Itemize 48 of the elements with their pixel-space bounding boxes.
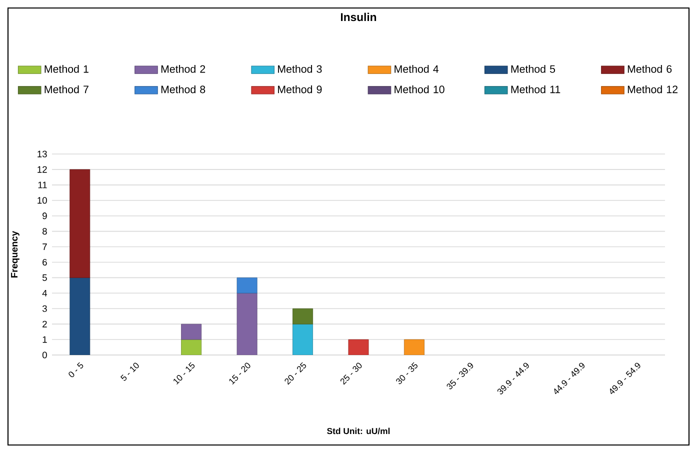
y-tick-label: 8 xyxy=(42,228,47,235)
legend-label: Method 6 xyxy=(628,64,672,73)
x-tick-label: 10 - 15 xyxy=(174,362,195,385)
x-tick-label: 15 - 20 xyxy=(229,362,250,385)
bar xyxy=(236,277,258,294)
y-tick-label: 13 xyxy=(38,150,47,158)
legend-label: Method 8 xyxy=(161,85,206,94)
y-axis-title: Frequency xyxy=(11,230,20,278)
bar xyxy=(70,169,90,278)
x-tick-label: 39.9 - 44.9 xyxy=(497,362,529,394)
legend-label: Method 4 xyxy=(394,64,439,73)
bar xyxy=(181,324,202,340)
legend-label: Method 7 xyxy=(44,85,88,94)
legend-label: Method 2 xyxy=(161,64,206,73)
x-tick-label: 30 - 35 xyxy=(396,362,418,384)
legend-label: Method 1 xyxy=(44,64,88,73)
y-tick-label: 0 xyxy=(42,352,47,358)
y-tick-label: 10 xyxy=(38,197,47,204)
x-axis-title: Std Unit: uU/ml xyxy=(327,428,390,434)
legend-label: Method 9 xyxy=(278,85,322,94)
bar xyxy=(348,339,369,355)
bar xyxy=(181,339,202,355)
y-tick-label: 11 xyxy=(38,182,47,188)
y-tick-label: 7 xyxy=(42,244,47,250)
bar xyxy=(292,308,314,324)
x-tick-label: 25 - 30 xyxy=(340,362,362,385)
x-tick-label: 49.9 - 54.9 xyxy=(610,362,640,394)
bar xyxy=(292,324,314,355)
x-tick-label: 0 - 5 xyxy=(68,362,84,378)
legend-label: Method 3 xyxy=(278,64,322,73)
y-tick-label: 9 xyxy=(42,212,47,220)
y-tick-label: 3 xyxy=(42,305,47,312)
x-tick-label: 44.9 - 49.9 xyxy=(554,362,585,394)
legend-label: Method 5 xyxy=(511,64,556,73)
y-tick-label: 2 xyxy=(42,320,47,328)
x-tick-label: 20 - 25 xyxy=(284,362,306,385)
chart-title: Insulin xyxy=(340,12,376,22)
x-tick-label: 5 - 10 xyxy=(120,362,139,381)
y-tick-label: 4 xyxy=(42,290,48,296)
legend-label: Method 12 xyxy=(628,85,678,94)
y-tick-label: 6 xyxy=(42,258,47,266)
y-tick-label: 12 xyxy=(38,166,47,173)
legend-label: Method 10 xyxy=(394,85,444,94)
legend-label: Method 11 xyxy=(511,85,560,94)
y-tick-label: 5 xyxy=(42,274,47,281)
y-tick-label: 1 xyxy=(42,336,47,343)
bar xyxy=(70,277,90,355)
x-tick-label: 35 - 39.9 xyxy=(446,362,474,390)
